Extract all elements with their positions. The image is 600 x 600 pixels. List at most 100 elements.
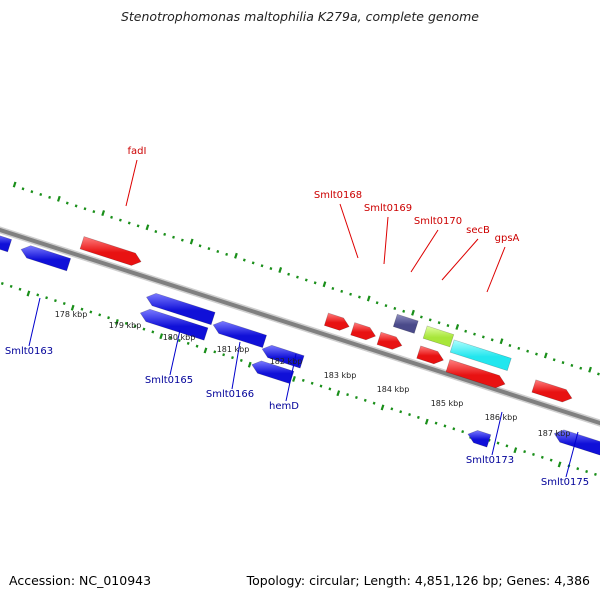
tick-mark <box>65 201 69 205</box>
tick-mark <box>118 218 122 222</box>
gene-label-secB: secB <box>466 225 490 236</box>
gene-arrow-reverse <box>139 308 209 341</box>
gene-arrow-reverse <box>467 430 492 448</box>
tick-mark <box>346 393 349 397</box>
tick-mark <box>452 427 456 431</box>
scale-label: 181 kbp <box>217 345 250 354</box>
tick-mark <box>296 275 299 279</box>
backbone <box>0 226 600 427</box>
tick-mark <box>36 293 40 297</box>
tick-mark <box>375 301 379 305</box>
tick-mark <box>549 458 553 462</box>
tick-mark <box>133 324 137 328</box>
gene-arrow-forward <box>531 379 573 403</box>
tick-mark <box>62 301 66 305</box>
label-leader <box>491 411 503 456</box>
tick-mark <box>496 441 500 445</box>
label-leader <box>125 159 138 207</box>
label-leader <box>169 329 181 376</box>
tick-mark <box>380 404 385 411</box>
tick-mark <box>234 252 238 259</box>
tick-mark <box>597 372 600 376</box>
tick-mark <box>216 249 220 254</box>
tick-mark <box>354 395 358 400</box>
tick-mark <box>231 356 234 360</box>
scale-labels: 178 kbp 179 kbp 180 kbp 181 kbp 182 kbp 183 k… <box>55 310 571 438</box>
tick-mark <box>336 390 341 397</box>
tick-mark <box>39 192 43 197</box>
tick-mark <box>260 264 264 268</box>
gene-label-Smlt0173: Smlt0173 <box>466 455 514 466</box>
label-leader <box>339 203 359 259</box>
outer-tick-ring <box>12 181 600 376</box>
tick-mark <box>322 281 327 288</box>
tick-mark <box>98 313 102 317</box>
gene-label-Smlt0165: Smlt0165 <box>145 375 193 386</box>
tick-mark <box>508 343 512 348</box>
tick-mark <box>222 353 226 357</box>
tick-mark <box>363 398 367 402</box>
label-leader <box>565 431 579 478</box>
gene-box <box>422 325 455 348</box>
tick-mark <box>408 413 411 417</box>
scale-label: 187 kbp <box>538 429 571 438</box>
tick-mark <box>115 319 119 325</box>
scale-label: 182 kbp <box>270 357 303 366</box>
tick-mark <box>80 307 84 311</box>
tick-mark <box>70 304 75 311</box>
gene-arrow-forward <box>416 345 444 365</box>
tick-mark <box>428 318 432 322</box>
tick-mark <box>540 455 544 459</box>
label-leader <box>383 216 389 265</box>
tick-mark <box>437 321 441 325</box>
tick-mark <box>443 424 447 428</box>
gene-box <box>449 339 512 372</box>
tick-mark <box>588 366 592 373</box>
accession-text: Accession: NC_010943 <box>9 573 152 588</box>
tick-mark <box>26 290 31 297</box>
tick-mark <box>154 230 158 234</box>
tick-mark <box>402 309 406 313</box>
tick-mark <box>124 321 128 325</box>
gene-label-Smlt0163: Smlt0163 <box>5 346 53 357</box>
tick-mark <box>523 450 527 454</box>
tick-mark <box>473 332 476 336</box>
scale-label: 185 kbp <box>431 399 464 408</box>
tick-mark <box>12 181 17 188</box>
gene-arrow-forward <box>445 359 506 389</box>
gene-arrow-reverse <box>0 235 13 253</box>
tick-mark <box>579 366 583 370</box>
tick-mark <box>92 210 96 214</box>
tick-mark <box>535 352 538 356</box>
tick-mark <box>18 287 22 291</box>
label-leader <box>441 238 479 281</box>
tick-mark <box>107 316 110 320</box>
tick-mark <box>0 282 4 286</box>
tick-mark <box>328 387 332 391</box>
tick-mark <box>163 232 167 236</box>
tick-mark <box>576 467 580 471</box>
tick-mark <box>9 284 13 288</box>
tick-mark <box>172 235 175 239</box>
tick-mark <box>186 341 190 345</box>
tick-mark <box>419 315 423 319</box>
tick-mark <box>490 338 494 342</box>
tick-mark <box>110 215 113 219</box>
tick-mark <box>242 258 246 262</box>
tick-mark <box>83 207 87 211</box>
tick-mark <box>177 338 181 343</box>
scale-label: 178 kbp <box>55 310 88 319</box>
label-leader <box>486 246 506 293</box>
label-leader <box>231 341 241 390</box>
gene-label-Smlt0166: Smlt0166 <box>206 389 254 400</box>
scale-label: 184 kbp <box>377 385 410 394</box>
tick-mark <box>487 438 491 442</box>
tick-mark <box>561 361 565 365</box>
tick-mark <box>543 352 548 359</box>
tick-mark <box>357 295 361 299</box>
scale-label: 179 kbp <box>109 321 142 330</box>
tick-mark <box>195 344 199 348</box>
tick-mark <box>446 324 450 328</box>
gene-arrow-reverse <box>553 429 600 456</box>
